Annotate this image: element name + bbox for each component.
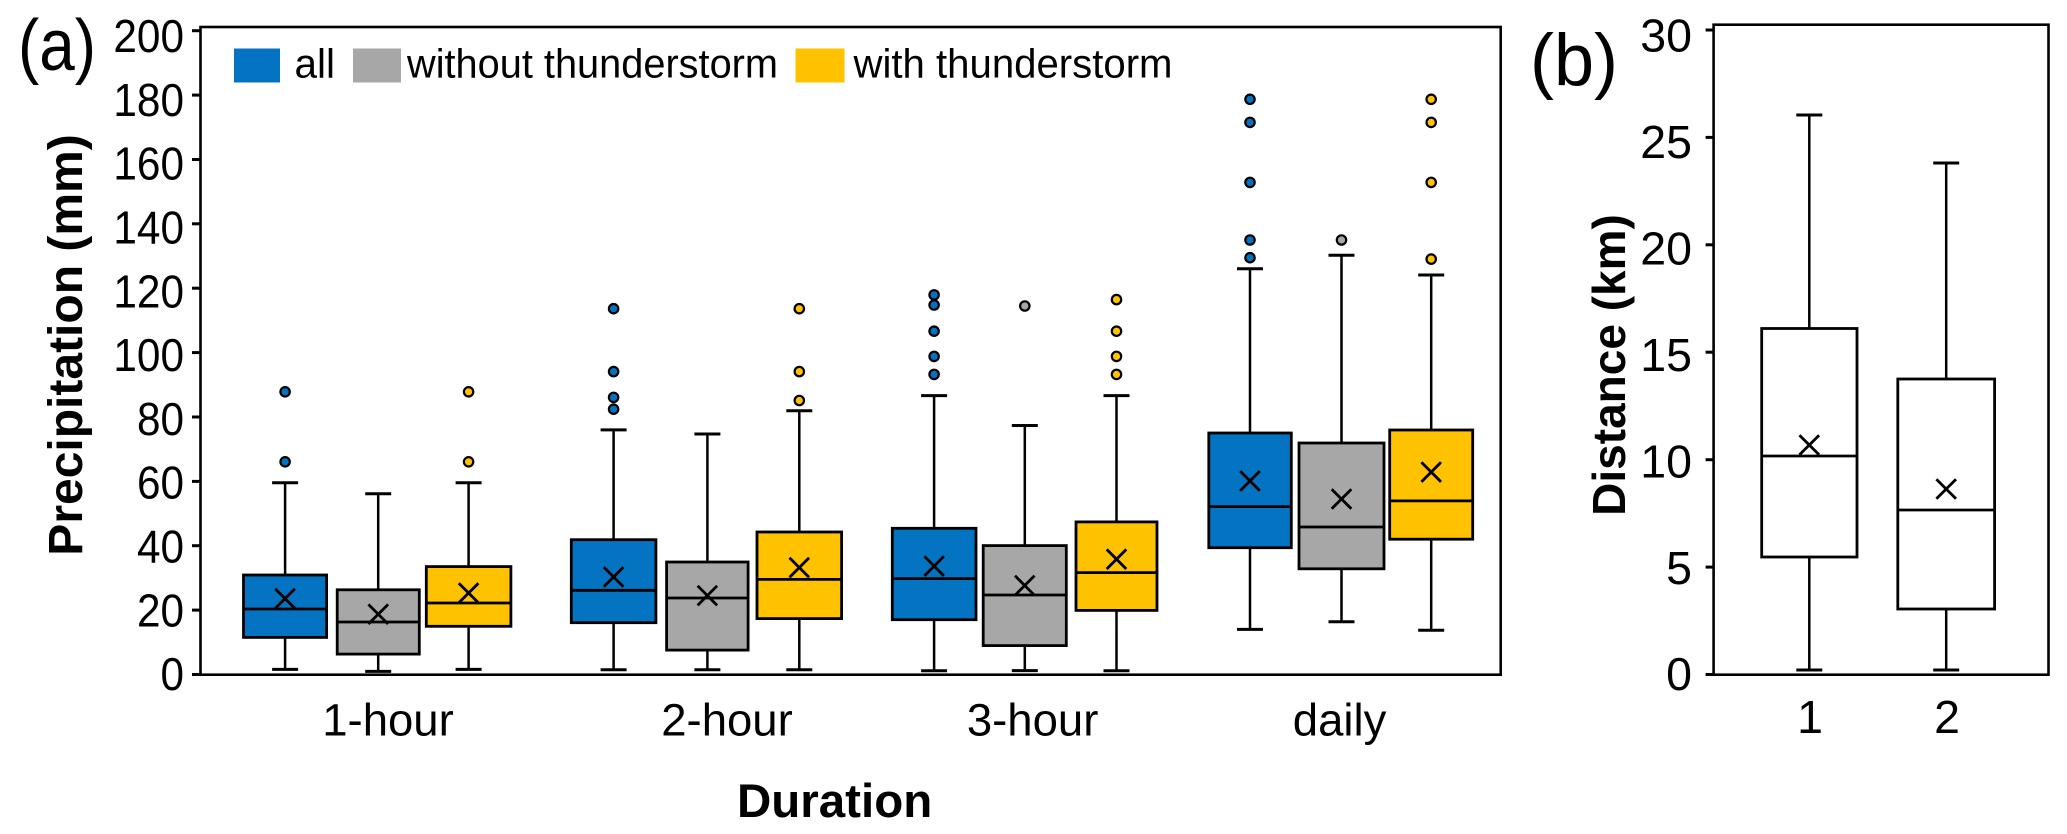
svg-text:20: 20 [1640, 223, 1692, 275]
svg-text:120: 120 [113, 265, 184, 317]
svg-text:5: 5 [1666, 542, 1692, 594]
svg-text:Precipitation (mm): Precipitation (mm) [40, 134, 93, 555]
svg-text:140: 140 [113, 202, 184, 254]
svg-text:80: 80 [137, 393, 184, 445]
svg-text:2: 2 [1934, 691, 1960, 743]
svg-text:20: 20 [137, 584, 184, 636]
svg-text:15: 15 [1640, 329, 1692, 381]
svg-text:Duration: Duration [737, 775, 932, 828]
svg-text:160: 160 [113, 138, 184, 190]
svg-text:0: 0 [1666, 648, 1692, 700]
svg-text:1: 1 [1797, 691, 1823, 743]
svg-text:3-hour: 3-hour [967, 695, 1099, 746]
svg-text:1-hour: 1-hour [322, 695, 454, 746]
svg-text:2-hour: 2-hour [661, 695, 793, 746]
svg-text:25: 25 [1640, 116, 1692, 168]
svg-text:without thunderstorm: without thunderstorm [406, 41, 778, 87]
svg-text:0: 0 [161, 648, 185, 700]
svg-text:100: 100 [113, 329, 184, 381]
svg-text:all: all [295, 41, 336, 87]
svg-text:30: 30 [1640, 10, 1692, 62]
svg-text:daily: daily [1293, 695, 1387, 746]
svg-text:(b): (b) [1530, 20, 1618, 101]
svg-text:40: 40 [137, 521, 184, 573]
svg-text:10: 10 [1640, 435, 1692, 487]
svg-text:Distance (km): Distance (km) [1583, 214, 1635, 516]
svg-text:200: 200 [113, 10, 184, 62]
svg-text:with thunderstorm: with thunderstorm [853, 41, 1173, 87]
svg-text:180: 180 [113, 74, 184, 126]
svg-text:60: 60 [137, 457, 184, 509]
svg-text:(a): (a) [18, 6, 96, 86]
